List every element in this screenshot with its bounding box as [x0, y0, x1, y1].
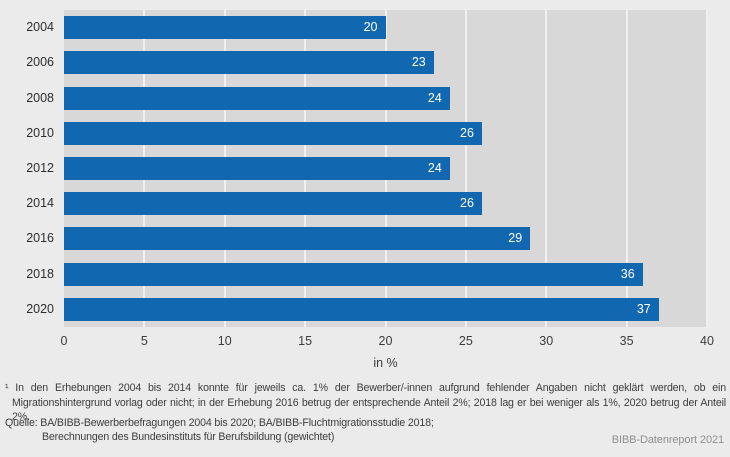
- x-tick-20: 20: [378, 334, 393, 348]
- source-line-2: Berechnungen des Bundesinstituts für Ber…: [42, 431, 335, 443]
- bar-value-label: 23: [411, 55, 426, 70]
- bar-2004: 20: [64, 16, 386, 40]
- x-tick-15: 15: [298, 334, 313, 348]
- report-branding: BIBB-Datenreport 2021: [611, 434, 724, 446]
- bar-2018: 36: [64, 262, 643, 286]
- x-tick-40: 40: [700, 334, 714, 348]
- footnote-text: ¹ In den Erhebungen 2004 bis 2014 konnte…: [5, 382, 726, 423]
- year-label-2010: 2010: [26, 125, 54, 140]
- x-tick-0: 0: [60, 334, 68, 348]
- gridline-40: [706, 10, 708, 327]
- x-tick-30: 30: [539, 334, 554, 348]
- gridline-35: [625, 10, 628, 327]
- year-label-2016: 2016: [26, 231, 54, 246]
- bar-value-label: 36: [620, 266, 635, 281]
- bar-2020: 37: [64, 297, 659, 321]
- plot-area: 20 23 24 26 24 26 29 36 37: [64, 10, 708, 327]
- bar-value-label: 24: [427, 90, 442, 105]
- x-axis-title: in %: [373, 356, 398, 370]
- year-label-2012: 2012: [26, 161, 54, 175]
- year-label-2006: 2006: [26, 55, 54, 70]
- bar-value-label: 26: [460, 125, 474, 140]
- bar-value-label: 20: [363, 20, 378, 35]
- year-label-2008: 2008: [26, 90, 54, 105]
- bar-2010: 26: [64, 121, 482, 145]
- gridline-30: [545, 10, 548, 327]
- source-note: Quelle: BA/BIBB-Bewerberbefragungen 2004…: [5, 416, 434, 444]
- x-tick-10: 10: [217, 334, 232, 348]
- x-tick-5: 5: [140, 334, 148, 348]
- bar-value-label: 37: [636, 301, 651, 316]
- x-tick-25: 25: [458, 334, 473, 348]
- bar-2012: 24: [64, 157, 450, 180]
- year-label-2020: 2020: [26, 301, 54, 316]
- year-label-2018: 2018: [26, 266, 54, 281]
- bar-2014: 26: [64, 192, 482, 216]
- source-line-1: Quelle: BA/BIBB-Bewerberbefragungen 2004…: [5, 417, 434, 429]
- gridline-25: [464, 10, 467, 327]
- bar-2006: 23: [64, 51, 434, 75]
- bar-value-label: 26: [460, 196, 474, 211]
- bar-2008: 24: [64, 86, 450, 110]
- year-label-2004: 2004: [26, 20, 54, 35]
- bar-2016: 29: [64, 227, 531, 251]
- bar-value-label: 29: [508, 231, 523, 246]
- year-label-2014: 2014: [26, 196, 54, 211]
- x-tick-35: 35: [619, 334, 634, 348]
- bar-value-label: 24: [427, 161, 442, 175]
